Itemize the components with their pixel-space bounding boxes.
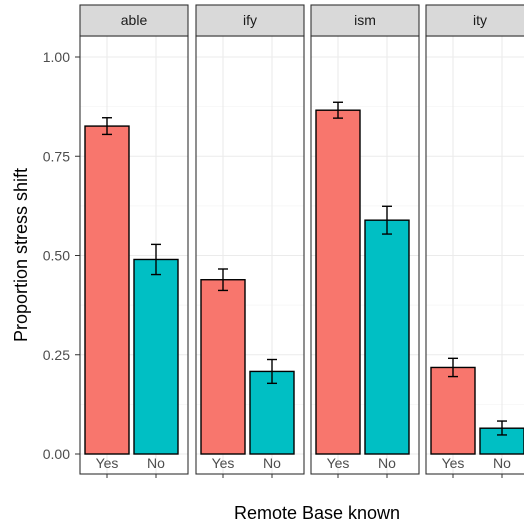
bar-ism-no: [364, 219, 410, 455]
facet-strip: [195, 4, 305, 37]
x-tick-label: Yes: [442, 455, 465, 471]
x-tick-label: Yes: [327, 455, 350, 471]
y-tick-label: 0.00: [43, 446, 70, 462]
x-tick-label: No: [378, 455, 396, 471]
x-tick-label: No: [263, 455, 281, 471]
bar-ify-yes: [200, 279, 246, 455]
bars-layer: [84, 101, 524, 455]
bar-ism-yes: [315, 109, 361, 455]
bar-ity-yes: [430, 366, 476, 455]
facet-strip: [310, 4, 420, 37]
x-tick-label: Yes: [212, 455, 235, 471]
facet-strip-label: ism: [354, 12, 376, 28]
x-tick-label: No: [147, 455, 165, 471]
facet-strip-label: ify: [243, 12, 257, 28]
x-tick-label: No: [493, 455, 511, 471]
bar-able-yes: [84, 125, 130, 455]
y-tick-label: 1.00: [43, 49, 70, 65]
y-axis-title: Proportion stress shift: [11, 168, 31, 342]
y-tick-label: 0.50: [43, 248, 70, 264]
y-tick-label: 0.75: [43, 148, 70, 164]
tick-layer: 0.00 0.25 0.50 0.75 1.00 Yes No Yes No Yes No Yes No: [43, 49, 511, 478]
facet-strip: [79, 4, 189, 37]
facet-strip-label: able: [121, 12, 148, 28]
y-tick-label: 0.25: [43, 347, 70, 363]
bar-able-no: [133, 258, 179, 455]
x-axis-title: Remote Base known: [234, 503, 400, 523]
facet-strip: [425, 4, 524, 37]
frame-layer: able ify ism ity: [79, 4, 524, 475]
facet-strip-label: ity: [473, 12, 487, 28]
x-tick-label: Yes: [96, 455, 119, 471]
bar-ify-no: [249, 370, 295, 455]
